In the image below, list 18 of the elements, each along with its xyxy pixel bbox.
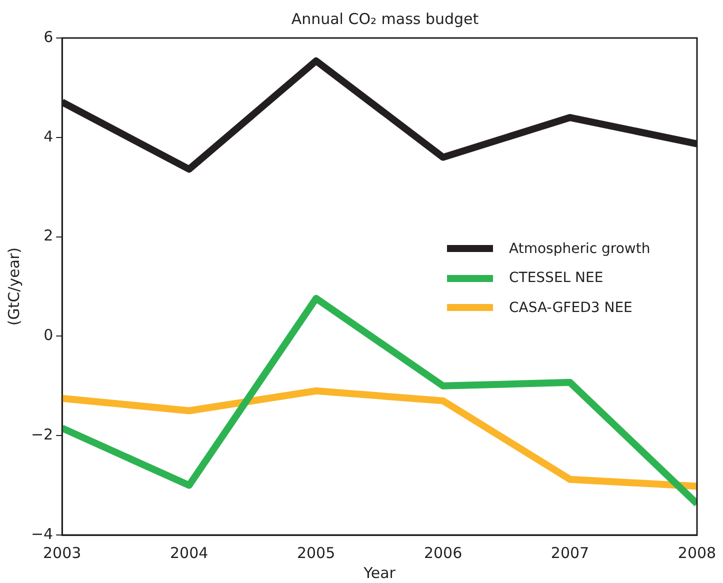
chart-title: Annual CO₂ mass budget xyxy=(290,10,480,28)
legend-label: CASA-GFED3 NEE xyxy=(509,300,632,316)
y-tick-label: −4 xyxy=(30,524,54,543)
y-axis-title: (GtC/year) xyxy=(4,247,23,326)
y-tick-label: −2 xyxy=(30,425,54,444)
x-axis-title: Year xyxy=(362,564,396,582)
y-tick-label: 0 xyxy=(44,326,54,344)
x-tick-label: 2006 xyxy=(424,544,462,562)
legend-label: CTESSEL NEE xyxy=(509,270,604,286)
y-tick-label: 4 xyxy=(44,127,54,146)
x-tick-label: 2003 xyxy=(43,544,82,562)
y-tick-label: 2 xyxy=(44,226,54,245)
x-tick-label: 2007 xyxy=(550,544,590,562)
legend-label: Atmospheric growth xyxy=(509,240,650,257)
x-tick-label: 2005 xyxy=(296,544,336,562)
y-tick-label: 6 xyxy=(44,28,54,46)
x-tick-label: 2008 xyxy=(678,544,716,562)
x-tick-label: 2004 xyxy=(170,544,208,562)
